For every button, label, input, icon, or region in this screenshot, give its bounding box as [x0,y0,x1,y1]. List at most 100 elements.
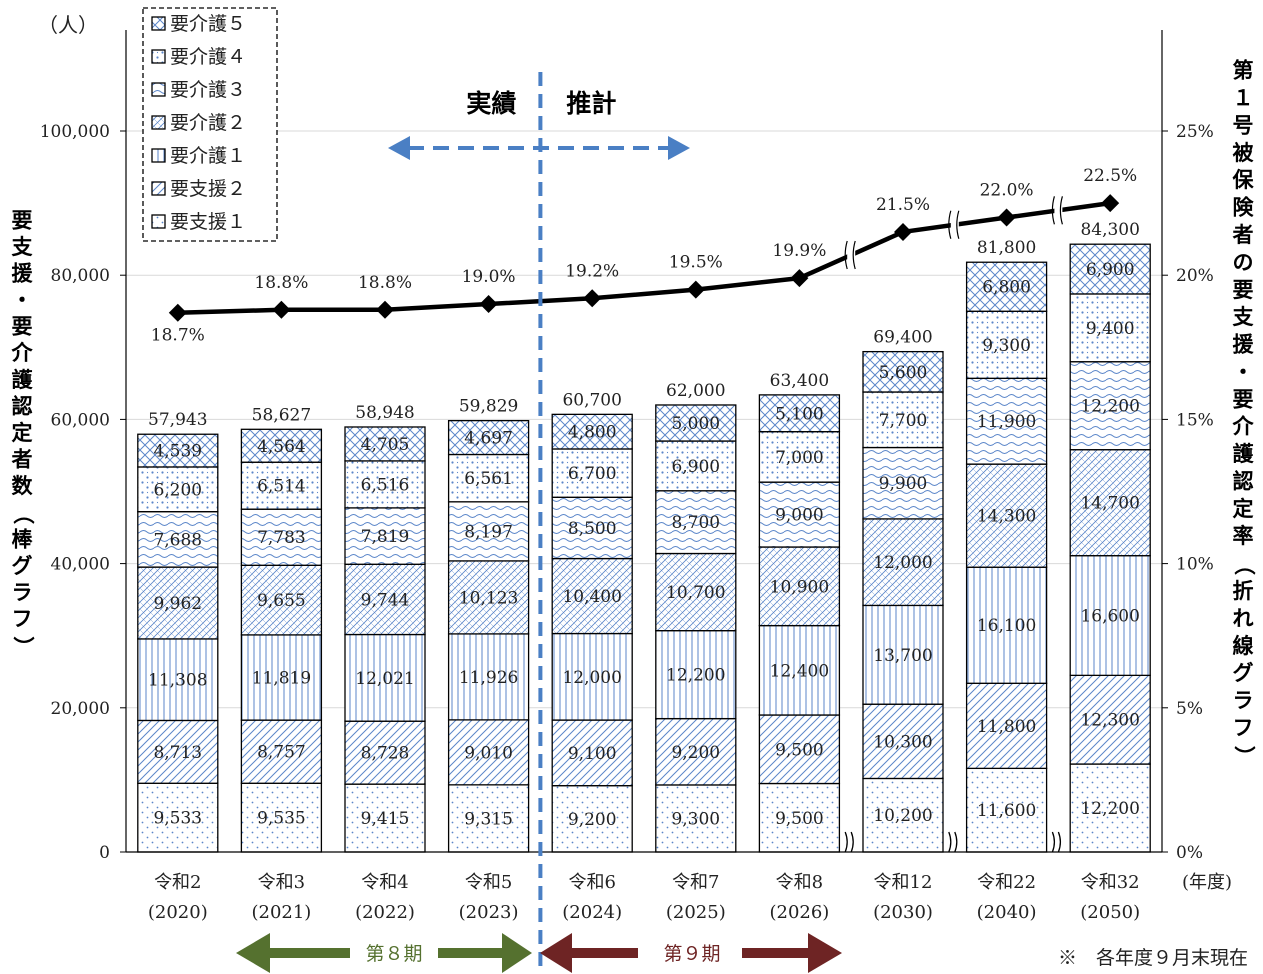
svg-text:者: 者 [12,448,33,472]
segment-value-label: 12,200 [666,666,725,686]
bar-segment [1069,361,1151,451]
svg-text:数: 数 [12,474,34,498]
segment-value-label: 9,400 [1086,319,1135,339]
svg-text:認: 認 [1233,469,1254,493]
svg-text:要: 要 [1233,387,1254,411]
svg-text:要: 要 [12,315,33,339]
segment-value-label: 8,197 [464,522,513,542]
bar-segment [551,632,633,721]
bar-segment [1069,243,1151,295]
segment-value-label: 10,300 [873,732,932,752]
segment-value-label: 16,100 [977,616,1036,636]
svg-text:（: （ [1232,554,1256,575]
segment-value-label: 14,300 [977,507,1036,527]
x-tick-label: 令和4 [361,872,408,893]
legend-swatch [151,148,166,163]
rate-value-label: 18.8% [254,273,308,293]
x-tick-label: 令和22 [977,872,1036,893]
line-break-gap [950,210,959,239]
svg-text:支: 支 [12,235,34,259]
x-tick-year: (2020) [148,902,208,923]
segment-value-label: 4,800 [568,423,617,443]
bar-segment [862,391,944,449]
x-tick-year: (2021) [251,902,311,923]
bar-segment [1069,449,1151,557]
segment-value-label: 8,700 [671,513,720,533]
bar-segment [240,782,323,853]
bar-segment [344,783,426,853]
x-tick-year: (2025) [666,902,726,923]
bar-segment [551,413,633,450]
bar-segment [862,350,944,393]
bar-segment [344,633,426,722]
arrow-left-head [388,136,410,160]
svg-text:険: 険 [1233,196,1255,220]
period9-label: 第９期 [663,943,720,965]
bar-segment [137,433,219,468]
segment-value-label: 12,300 [1080,711,1139,731]
segment-value-label: 6,561 [464,469,513,489]
segment-value-label: 9,535 [257,809,306,829]
bar-segment [965,682,1048,770]
segment-value-label: 5,100 [775,404,824,424]
bar-segment [447,560,530,635]
bar-segment [240,461,323,510]
bar-segment [758,394,841,433]
svg-text:第: 第 [1233,59,1254,83]
y-tick-label: 40,000 [51,555,110,575]
bar-segment [1069,763,1151,853]
x-tick-year: (2024) [562,902,622,923]
segment-value-label: 12,200 [1080,397,1139,417]
line-break-gap [847,241,856,270]
x-tick-year: (2050) [1080,902,1140,923]
bar-segment [862,777,944,853]
bar-segment [447,419,530,456]
bar-segment [965,463,1048,568]
svg-text:護: 護 [1233,442,1255,466]
segment-value-label: 6,900 [1086,260,1135,280]
svg-text:（: （ [11,503,35,524]
period9-arrow-right [742,948,812,958]
bar-total-label: 58,627 [252,405,311,425]
axis-break-mark [844,831,854,853]
segment-value-label: 5,000 [671,414,720,434]
segment-value-label: 4,697 [464,429,513,449]
svg-text:フ: フ [1233,716,1254,740]
bar-total-label: 69,400 [873,328,932,348]
x-unit-label: (年度) [1182,872,1232,893]
segment-value-label: 8,500 [568,519,617,539]
bar-total-label: 57,943 [148,410,207,430]
line-break-mark [844,240,856,270]
bar-segment [344,460,426,509]
segment-value-label: 9,000 [775,506,824,526]
svg-text:折: 折 [1233,579,1254,603]
line-break-mark [948,210,960,239]
bar-segment [862,703,944,780]
svg-text:支: 支 [1233,305,1255,329]
bar-total-label: 84,300 [1080,220,1139,240]
svg-text:棒: 棒 [12,527,34,551]
bar-segment [1069,555,1151,677]
legend-label: 要支援１ [170,211,246,233]
x-tick-label: 令和5 [465,872,512,893]
svg-text:介: 介 [11,341,34,365]
segment-value-label: 12,200 [1080,799,1139,819]
segment-value-label: 9,744 [361,590,410,610]
svg-text:・: ・ [1233,360,1254,384]
rate-marker [376,300,394,319]
y-tick-label: 60,000 [51,410,110,430]
period8-arrow-left [266,948,350,958]
axis-break-mark [948,831,958,853]
bar-segment [447,633,530,721]
legend-swatch [151,82,166,97]
segment-value-label: 9,500 [775,740,824,760]
x-tick-label: 令和12 [874,872,933,893]
svg-text:の: の [1233,250,1254,274]
bar-segment [240,634,323,721]
bar-segment [551,496,633,560]
bar-segment [137,719,219,784]
segment-value-label: 12,000 [873,553,932,573]
forecast-label: 推計 [566,89,616,118]
segment-value-label: 7,000 [775,448,824,468]
